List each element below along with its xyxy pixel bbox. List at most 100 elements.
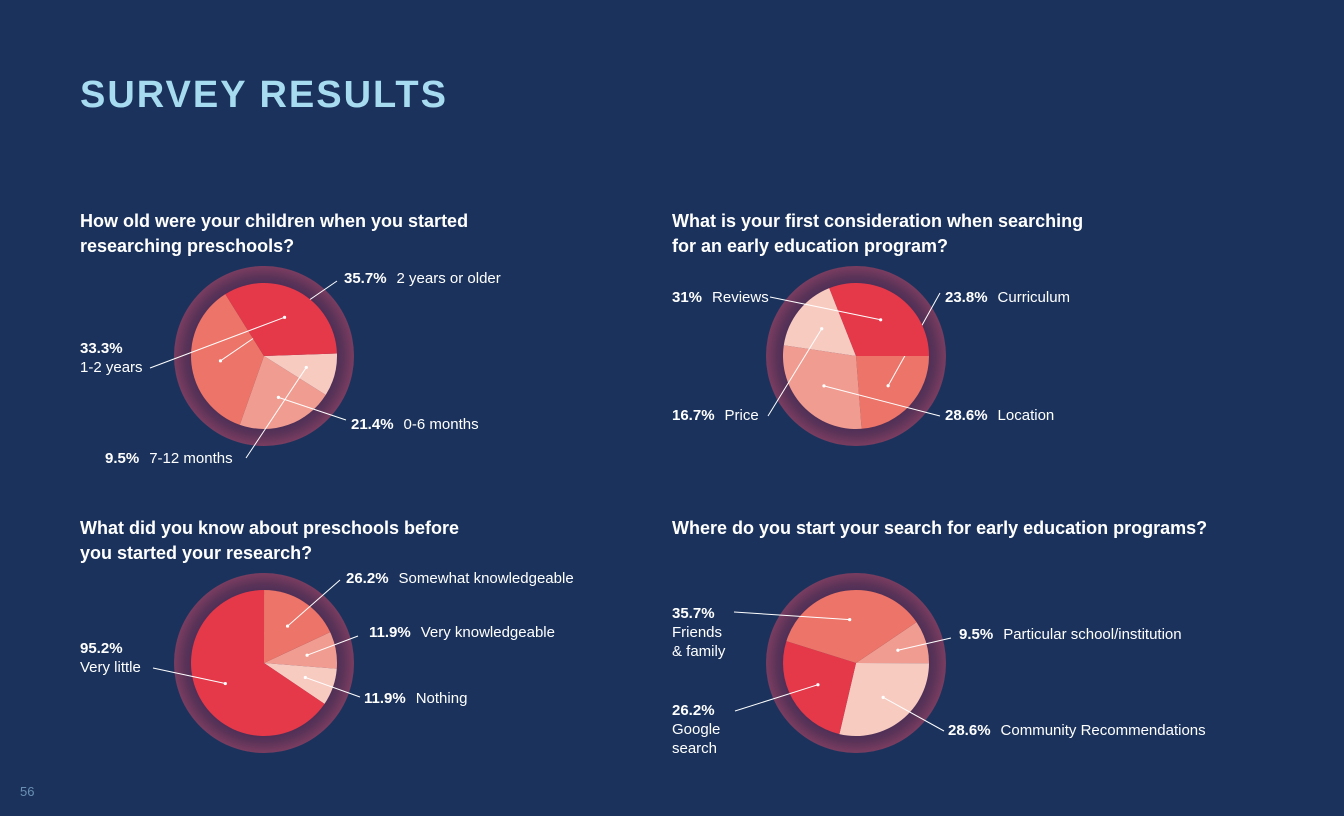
chart-3-label-very-knowledgeable: 11.9% Very knowledgeable — [369, 623, 555, 642]
leader-dot — [218, 359, 223, 363]
slice-label: Curriculum — [997, 289, 1071, 306]
slice-value: 26.2% — [346, 570, 389, 587]
pie-slice — [239, 356, 326, 429]
slice-value: 23.8% — [945, 289, 988, 306]
chart-1-question: How old were your children when you star… — [80, 211, 469, 256]
slice-value: 26.2% — [672, 702, 715, 719]
chart-3-question: What did you know about preschools befor… — [80, 518, 460, 563]
slice-value: 95.2% — [80, 640, 123, 657]
slice-value: 35.7% — [344, 270, 387, 287]
slice-label: 2 years or older — [396, 270, 501, 287]
leader-line — [882, 696, 945, 732]
pie-slice — [839, 663, 929, 737]
chart-2-label-reviews: 31% Reviews — [672, 288, 769, 307]
leader-dot — [285, 624, 290, 628]
chart-2-label-curriculum: 23.8% Curriculum — [945, 288, 1070, 307]
slice-label: Friends & family — [672, 624, 726, 660]
leader-dot — [304, 365, 308, 370]
slice-label: Very knowledgeable — [420, 624, 555, 641]
slice-value: 11.9% — [369, 624, 411, 641]
leader-dot — [820, 327, 824, 331]
chart-4-label-particular: 9.5% Particular school/institution — [959, 625, 1182, 644]
leader-dot — [223, 681, 227, 686]
slice-label: Very little — [80, 659, 141, 676]
pie-slice — [783, 641, 856, 735]
leader-dot — [822, 384, 826, 388]
page-title: SURVEY RESULTS — [80, 74, 448, 116]
pie-slice — [264, 663, 337, 704]
pie-slice — [190, 294, 264, 425]
slice-label: 7-12 months — [149, 450, 233, 467]
slice-value: 28.6% — [948, 722, 991, 739]
pie-slice — [856, 622, 929, 664]
leader-dot — [282, 315, 287, 319]
leader-line — [897, 637, 952, 651]
leader-line — [245, 367, 307, 459]
slice-label: Nothing — [415, 690, 468, 707]
leader-dot — [879, 318, 883, 322]
leader-line — [823, 385, 941, 417]
chart-4-label-google: 26.2% Google search — [672, 682, 720, 777]
leader-line — [149, 316, 285, 369]
chart-3-label-nothing: 11.9% Nothing — [364, 689, 467, 708]
slice-value: 21.4% — [351, 416, 394, 433]
pie-slice — [264, 353, 337, 395]
slice-label: Community Recommendations — [1000, 722, 1206, 739]
leader-dot — [848, 618, 852, 622]
leader-line — [152, 667, 226, 685]
chart-2-label-location: 28.6% Location — [945, 406, 1054, 425]
leader-dot — [305, 653, 309, 657]
slice-label: 1-2 years — [80, 359, 143, 376]
slice-value: 16.7% — [672, 407, 715, 424]
pie-slice — [264, 590, 331, 663]
slice-value: 28.6% — [945, 407, 988, 424]
slice-label: Reviews — [712, 289, 769, 306]
pie-slice — [225, 283, 337, 356]
page-number: 56 — [20, 784, 35, 799]
chart-1-label-7-12m: 9.5% 7-12 months — [105, 449, 233, 468]
slice-label: Location — [997, 407, 1055, 424]
chart-4-label-friends: 35.7% Friends & family — [672, 585, 725, 680]
leader-line — [305, 676, 361, 698]
pie-slice — [264, 632, 338, 669]
leader-dot — [881, 695, 885, 699]
chart-1-label-2yrs: 35.7% 2 years or older — [344, 269, 501, 288]
chart-3-label-very-little: 95.2% Very little — [80, 639, 141, 677]
leader-dot — [896, 648, 900, 652]
pie-slice — [786, 590, 917, 663]
chart-4-label-community: 28.6% Community Recommendations — [948, 721, 1206, 740]
pie-slice — [783, 288, 856, 356]
chart-2-label-price: 16.7% Price — [672, 406, 759, 425]
slice-value: 11.9% — [364, 690, 406, 707]
slice-label: Google search — [672, 721, 721, 757]
leader-line — [734, 684, 819, 712]
slice-label: 0-6 months — [403, 416, 479, 433]
pie-slice — [191, 590, 325, 736]
pie-slice — [782, 345, 862, 429]
leader-dot — [303, 675, 307, 680]
leader-line — [733, 611, 850, 621]
chart-2-question: What is your first consideration when se… — [672, 211, 1084, 256]
leader-line — [278, 396, 347, 421]
leader-dot — [816, 683, 820, 687]
slice-value: 33.3% — [80, 340, 123, 357]
chart-3-label-somewhat: 26.2% Somewhat knowledgeable — [346, 569, 574, 588]
slice-value: 9.5% — [959, 626, 994, 643]
slice-value: 31% — [672, 289, 703, 306]
slice-label: Somewhat knowledgeable — [398, 570, 574, 587]
chart-1-label-1-2yrs: 33.3% 1-2 years — [80, 339, 143, 377]
chart-1-label-0-6m: 21.4% 0-6 months — [351, 415, 479, 434]
leader-line — [767, 328, 823, 417]
leader-dot — [276, 395, 281, 399]
chart-4-question: Where do you start your search for early… — [672, 518, 1208, 538]
leader-line — [287, 579, 341, 627]
slice-value: 35.7% — [672, 605, 715, 622]
pie-slice — [856, 356, 929, 429]
leader-line — [306, 635, 359, 656]
leader-dot — [886, 384, 890, 388]
slice-label: Particular school/institution — [1003, 626, 1182, 643]
slice-value: 9.5% — [105, 450, 140, 467]
